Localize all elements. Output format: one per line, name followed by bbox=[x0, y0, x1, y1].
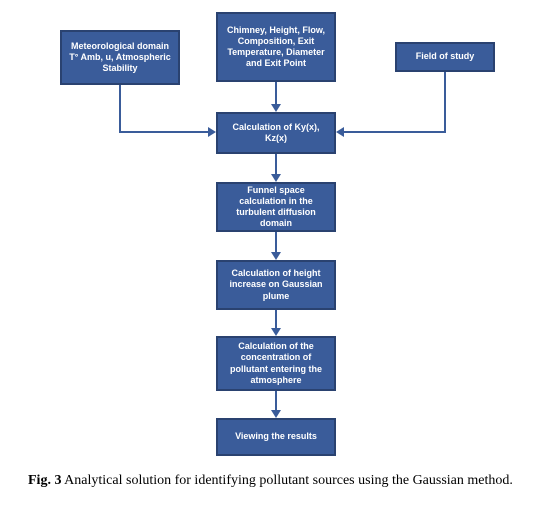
flowchart-canvas: Meteorological domain T° Amb, u, Atmosph… bbox=[0, 0, 542, 519]
node-meteo: Meteorological domain T° Amb, u, Atmosph… bbox=[60, 30, 180, 85]
node-chimney: Chimney, Height, Flow, Composition, Exit… bbox=[216, 12, 336, 82]
arrowhead bbox=[271, 328, 281, 336]
node-label: Calculation of height increase on Gaussi… bbox=[224, 268, 328, 302]
caption-bold: Fig. 3 bbox=[28, 473, 61, 488]
arrowhead bbox=[336, 127, 344, 137]
node-funnel: Funnel space calculation in the turbulen… bbox=[216, 182, 336, 232]
node-label: Funnel space calculation in the turbulen… bbox=[224, 185, 328, 230]
node-label: Meteorological domain T° Amb, u, Atmosph… bbox=[68, 41, 172, 75]
edge-funnel-height bbox=[275, 232, 277, 252]
node-label: Calculation of Ky(x), Kz(x) bbox=[224, 122, 328, 145]
edge-field-calck-h bbox=[344, 131, 446, 133]
edge-chimney-calck bbox=[275, 82, 277, 104]
node-label: Field of study bbox=[416, 51, 475, 62]
edge-conc-view bbox=[275, 391, 277, 410]
arrowhead bbox=[271, 174, 281, 182]
node-field: Field of study bbox=[395, 42, 495, 72]
arrowhead bbox=[208, 127, 216, 137]
caption-text: Analytical solution for identifying poll… bbox=[61, 473, 512, 488]
edge-calck-funnel bbox=[275, 154, 277, 174]
arrowhead bbox=[271, 104, 281, 112]
node-view: Viewing the results bbox=[216, 418, 336, 456]
edge-field-calck-v bbox=[444, 72, 446, 133]
node-label: Calculation of the concentration of poll… bbox=[224, 341, 328, 386]
edge-height-conc bbox=[275, 310, 277, 328]
node-calc-k: Calculation of Ky(x), Kz(x) bbox=[216, 112, 336, 154]
arrowhead bbox=[271, 410, 281, 418]
node-label: Chimney, Height, Flow, Composition, Exit… bbox=[224, 25, 328, 70]
node-height: Calculation of height increase on Gaussi… bbox=[216, 260, 336, 310]
arrowhead bbox=[271, 252, 281, 260]
node-conc: Calculation of the concentration of poll… bbox=[216, 336, 336, 391]
edge-meteo-calck-v bbox=[119, 85, 121, 133]
figure-caption: Fig. 3 Analytical solution for identifyi… bbox=[28, 472, 518, 491]
node-label: Viewing the results bbox=[235, 431, 317, 442]
edge-meteo-calck-h bbox=[119, 131, 208, 133]
